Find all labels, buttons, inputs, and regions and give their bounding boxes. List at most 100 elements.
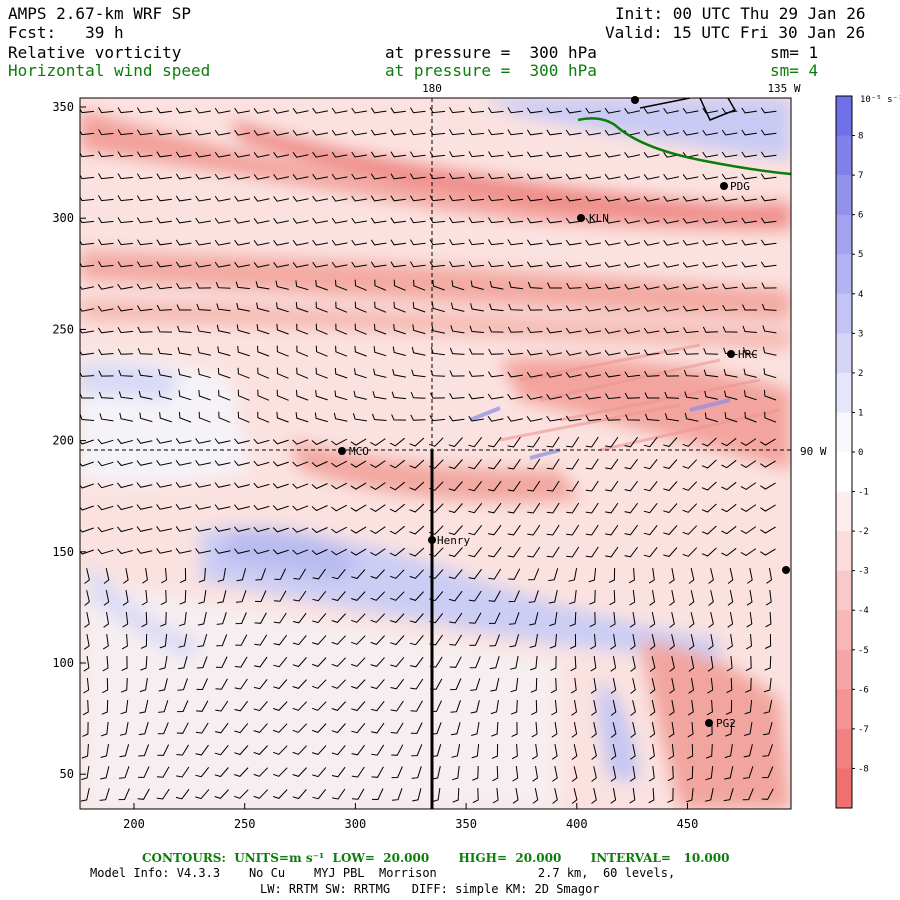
wind-barb: [488, 568, 502, 580]
wind-barb: [334, 367, 348, 379]
wind-barb: [745, 655, 752, 672]
wind-barb: [138, 369, 153, 378]
wind-barb: [292, 505, 309, 511]
wind-barb: [214, 767, 229, 778]
wind-barb: [141, 589, 148, 606]
station-hrc[interactable]: HRC: [727, 348, 758, 361]
wind-barb: [643, 152, 660, 158]
wind-barb: [585, 173, 601, 180]
wind-barb: [663, 262, 679, 268]
wind-barb: [136, 151, 153, 158]
wind-barb: [566, 282, 582, 289]
wind-barb: [234, 129, 250, 136]
wind-barb: [117, 305, 133, 312]
wind-barb: [648, 787, 655, 804]
wind-barb: [565, 173, 582, 180]
wind-barb: [292, 483, 309, 489]
plot-frame: [79, 97, 792, 810]
wind-barb: [234, 678, 248, 690]
wind-barb: [80, 350, 94, 356]
wind-barb: [526, 349, 543, 356]
wind-barb: [624, 502, 638, 514]
station-kln[interactable]: KLN: [577, 212, 609, 225]
wind-barb: [139, 412, 153, 423]
wind-barb: [177, 678, 188, 691]
wind-barb: [198, 590, 207, 605]
wind-barb: [743, 766, 754, 779]
wind-barb: [571, 722, 578, 738]
wind-barb: [707, 677, 714, 694]
wind-barb: [370, 526, 386, 534]
wind-barb: [760, 548, 776, 556]
wind-barb: [488, 239, 504, 246]
wind-barb: [392, 368, 406, 378]
wind-barb: [430, 347, 445, 356]
station-pg2[interactable]: PG2: [705, 717, 736, 730]
wind-barb: [565, 217, 582, 224]
colorbar-swatch: [836, 96, 852, 137]
wind-barb: [81, 766, 90, 781]
wind-barb: [195, 195, 211, 202]
wind-barb: [331, 766, 346, 778]
station-mco[interactable]: MCO: [338, 445, 369, 458]
wind-barb: [370, 657, 385, 667]
wind-barb: [314, 412, 328, 423]
wind-barb: [370, 613, 386, 623]
wind-barb: [708, 634, 714, 650]
wind-barb: [372, 413, 387, 421]
wind-barb: [526, 151, 543, 158]
wind-barb: [331, 679, 347, 689]
wind-barb: [311, 439, 328, 446]
stations: PDG KLN HRC MCO Henry PG2: [338, 96, 790, 730]
wind-barb: [351, 107, 367, 114]
wind-barb: [648, 568, 655, 584]
wind-barb: [80, 413, 95, 421]
wind-barb: [218, 411, 231, 423]
wind-barb: [272, 483, 289, 489]
wind-barb: [664, 391, 680, 399]
wind-barb: [197, 368, 211, 379]
wind-barb: [409, 173, 426, 180]
x-tick-label: 250: [234, 817, 256, 831]
wind-barb: [565, 305, 582, 312]
wind-barb: [311, 483, 328, 490]
wind-barb: [470, 280, 484, 290]
wind-barb: [331, 107, 348, 114]
wind-barb: [507, 393, 523, 400]
wind-barb: [686, 787, 694, 803]
wind-barb: [760, 129, 777, 136]
wind-barb: [255, 281, 270, 290]
wind-barb: [292, 130, 309, 136]
wind-barb: [747, 568, 753, 584]
wind-barb: [315, 390, 328, 401]
wind-barb: [84, 590, 90, 606]
station-top[interactable]: [631, 96, 639, 104]
wind-barb: [292, 612, 307, 624]
wind-barb: [512, 765, 519, 782]
wind-barb: [273, 656, 288, 668]
station-edge[interactable]: [782, 566, 790, 574]
wind-barb: [136, 504, 153, 510]
wind-barb: [721, 239, 738, 246]
wind-barb: [721, 283, 738, 290]
wind-barb: [487, 371, 504, 378]
wind-barb: [487, 458, 502, 470]
wind-barb: [682, 174, 699, 180]
wind-barb: [682, 262, 699, 268]
wind-barb: [332, 788, 346, 800]
wind-barb: [687, 700, 694, 716]
wind-barb: [645, 413, 660, 421]
wind-barb: [529, 634, 538, 648]
wind-barb: [449, 370, 465, 377]
wind-barb: [588, 567, 597, 583]
station-henry[interactable]: Henry: [428, 534, 470, 547]
station-pdg[interactable]: PDG: [720, 180, 750, 193]
wind-barb: [590, 656, 597, 672]
wind-barb: [253, 196, 270, 202]
wind-barb: [217, 568, 226, 582]
wind-barb: [532, 788, 539, 804]
wind-barb: [156, 239, 172, 246]
wind-barb: [429, 129, 446, 136]
wind-barb: [256, 302, 270, 312]
wind-barb: [760, 460, 776, 468]
